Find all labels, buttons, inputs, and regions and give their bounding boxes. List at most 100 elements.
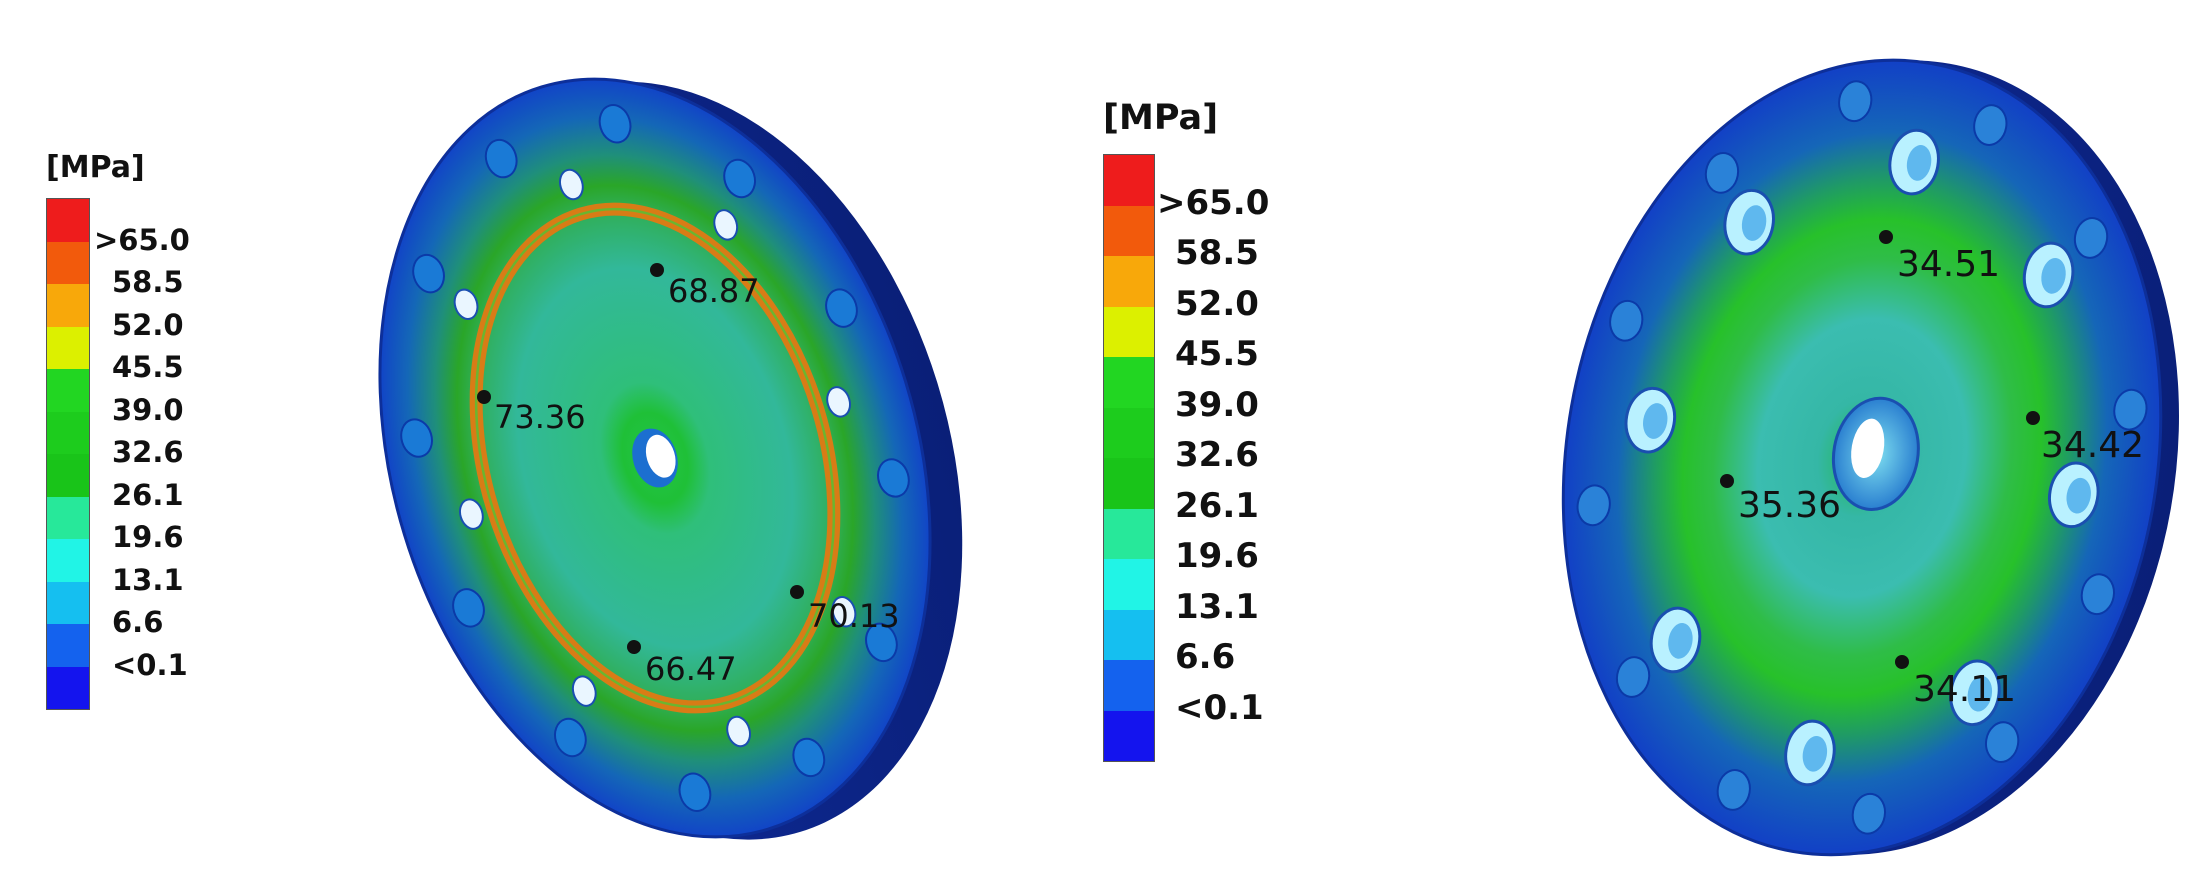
bolt-holes [1576, 80, 2148, 835]
probe-bottom-value: 34.11 [1913, 669, 2016, 710]
counterbored-hole-inner [1906, 145, 1932, 181]
counterbored-hole-inner [1668, 623, 1693, 659]
probe-right-marker [790, 585, 804, 599]
bolt-hole [2073, 217, 2109, 259]
legend-swatch [47, 666, 89, 709]
bolt-hole [877, 458, 910, 498]
bolt-hole [678, 772, 712, 812]
legend-tick-label: 45.5 [1175, 334, 1259, 374]
center-hole-opening [1851, 418, 1885, 479]
bolt-hole [458, 498, 484, 530]
legend-swatch [1104, 205, 1154, 256]
legend-tick-label: 6.6 [1175, 637, 1236, 677]
legend-tick-label: <0.1 [1175, 687, 1264, 728]
probe-left-marker [477, 390, 491, 404]
legend-tick-label: 52.0 [1175, 283, 1259, 324]
legend-tick-label: 26.1 [1175, 485, 1259, 526]
probe-bottom-marker [1895, 655, 1909, 669]
legend-swatch [47, 581, 89, 624]
legend-tick-label: 26.1 [112, 477, 184, 512]
legend-tick-label: 58.5 [1175, 233, 1259, 273]
plate-right: 34.51 34.42 35.36 34.11 [1561, 58, 2179, 857]
legend-tick-label: >65.0 [94, 222, 190, 257]
probe-top-marker [1879, 230, 1893, 244]
legend-tick-label: 19.6 [1175, 536, 1259, 576]
legend-tick-label: 13.1 [1175, 586, 1259, 627]
bolt-hole [453, 288, 479, 320]
bolt-hole [484, 138, 518, 179]
legend-tick-label: 32.6 [1175, 435, 1259, 475]
legend-tick-label: 39.0 [112, 392, 184, 427]
legend-swatch [47, 326, 89, 369]
bolt-hole [452, 588, 485, 628]
counterbored-hole-inner [2041, 257, 2066, 294]
legend-swatch [1104, 508, 1154, 559]
bolt-hole [826, 386, 852, 418]
bolt-hole [1851, 792, 1887, 835]
bolt-hole [831, 596, 857, 628]
bolt-holes [400, 104, 910, 812]
legend-swatch [47, 369, 89, 412]
probe-points: 34.51 34.42 35.36 34.11 [1720, 230, 2144, 710]
bolt-hole [598, 104, 632, 144]
legend-tick-label: 58.5 [112, 265, 184, 299]
legend-tick-label: 45.5 [112, 350, 184, 384]
bolt-hole [1615, 656, 1651, 698]
bolt-hole [792, 737, 826, 778]
bolt-hole [2080, 573, 2115, 616]
bolt-hole [412, 253, 445, 294]
legend-swatch [1104, 256, 1154, 307]
legend-swatch [1104, 155, 1154, 206]
bolt-hole [1704, 151, 1740, 194]
bolt-hole [1576, 484, 1611, 527]
legend-swatch [1104, 609, 1154, 660]
legend-tick-label: 13.1 [112, 562, 184, 597]
bolt-hole [865, 622, 898, 663]
bolt-hole [400, 418, 433, 458]
probe-points: 68.87 73.36 70.13 66.47 [477, 263, 900, 688]
legend-color-bar [1103, 154, 1155, 762]
legend-swatch [47, 199, 89, 242]
stress-legend-right: [MPa] >65.0 58.5 52.0 45.5 39.0 32.6 26.1 19.6 1… [1103, 98, 1273, 768]
legend-swatch [1104, 559, 1154, 610]
legend-swatch [47, 624, 89, 667]
stress-legend-left: [MPa] >65.0 58.5 52.0 45.5 39.0 32.6 26.1 19.6 1… [46, 150, 216, 720]
counterbored-hole-inner [1741, 205, 1767, 241]
legend-swatch [47, 539, 89, 582]
probe-bottom-marker [627, 640, 641, 654]
legend-unit-label: [MPa] [1103, 98, 1219, 138]
bolt-hole [558, 168, 584, 201]
bolt-hole [1973, 104, 2008, 146]
probe-top-marker [650, 263, 664, 277]
legend-swatch [1104, 306, 1154, 357]
bolt-hole [1984, 721, 2020, 763]
legend-tick-label: 6.6 [112, 605, 164, 639]
bolt-hole [1716, 769, 1751, 811]
legend-swatch [47, 496, 89, 539]
plate-left: 68.87 73.36 70.13 66.47 [378, 77, 963, 840]
probe-top-value: 34.51 [1897, 244, 2000, 285]
critical-stress-ring-edge [474, 207, 836, 709]
legend-tick-label: 52.0 [112, 307, 184, 342]
legend-tick-label: <0.1 [112, 647, 188, 682]
legend-swatch [47, 411, 89, 454]
legend-swatch [47, 454, 89, 497]
bolt-hole [726, 715, 752, 748]
probe-left-value: 35.36 [1738, 485, 1841, 526]
counterbored-hole-inner [2066, 477, 2091, 514]
bolt-hole [1838, 80, 1873, 123]
bolt-hole [723, 158, 756, 199]
probe-bottom-value: 66.47 [645, 650, 737, 688]
counterbored-hole-inner [1802, 735, 1828, 772]
bolt-hole [571, 675, 597, 707]
probe-right-value: 70.13 [808, 597, 900, 635]
probe-right-value: 34.42 [2041, 425, 2144, 466]
legend-swatch [47, 284, 89, 327]
bolt-hole [2113, 388, 2148, 431]
probe-right-marker [2026, 411, 2040, 425]
probe-left-marker [1720, 474, 1734, 488]
legend-unit-label: [MPa] [46, 150, 145, 185]
bolt-hole [1609, 299, 1644, 342]
